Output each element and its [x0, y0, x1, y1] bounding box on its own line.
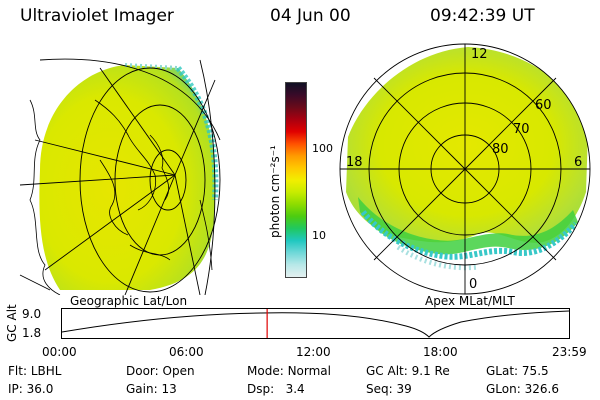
geographic-caption: Geographic Lat/Lon [70, 294, 188, 308]
mlat-label-80: 80 [492, 142, 509, 157]
footer-ip: IP: 36.0 [8, 382, 54, 396]
mlt-label-18: 18 [346, 155, 363, 170]
footer-seq: Seq: 39 [366, 382, 412, 396]
instrument-title: Ultraviolet Imager [20, 6, 174, 26]
timeline-y-label: GC Alt [5, 304, 19, 342]
timeline-x-tick-0600: 06:00 [169, 345, 204, 359]
mlat-label-60: 60 [535, 98, 552, 113]
colorbar-gradient [285, 82, 307, 278]
timeline-x-tick-0000: 00:00 [42, 345, 77, 359]
date-label: 04 Jun 00 [270, 6, 351, 26]
footer-glat: GLat: 75.5 [486, 364, 549, 378]
timeline-x-tick-2359: 23:59 [552, 345, 587, 359]
footer-mode: Mode: Normal [247, 364, 331, 378]
footer-glon: GLon: 326.6 [486, 382, 559, 396]
timeline-x-tick-1200: 12:00 [296, 345, 331, 359]
footer-dsp: Dsp: 3.4 [247, 382, 305, 396]
altitude-timeline [61, 308, 570, 339]
timeline-y-tick-low: 1.8 [22, 326, 42, 340]
footer-gain: Gain: 13 [126, 382, 177, 396]
colorbar [285, 82, 307, 278]
footer-flt: Flt: LBHL [8, 364, 62, 378]
colorbar-tick-100: 100 [312, 142, 333, 155]
footer-gc-alt: GC Alt: 9.1 Re [366, 364, 450, 378]
time-label: 09:42:39 UT [430, 6, 535, 26]
mlt-label-12: 12 [471, 47, 488, 62]
mlt-label-0: 0 [469, 277, 477, 292]
colorbar-tick-10: 10 [312, 229, 326, 242]
altitude-curve [61, 310, 570, 338]
footer-door: Door: Open [126, 364, 195, 378]
timeline-frame [61, 308, 570, 339]
mlt-label-6: 6 [574, 155, 582, 170]
timeline-y-tick-high: 9.0 [22, 307, 42, 321]
geographic-image [19, 58, 221, 295]
magnetic-polar-plot: 12 18 6 0 60 70 80 [339, 43, 591, 295]
colorbar-unit-label: photon cm⁻²s⁻¹ [268, 145, 282, 238]
mlat-label-70: 70 [513, 122, 530, 137]
magnetic-caption: Apex MLat/MLT [425, 294, 515, 308]
timeline-x-tick-1800: 18:00 [423, 345, 458, 359]
